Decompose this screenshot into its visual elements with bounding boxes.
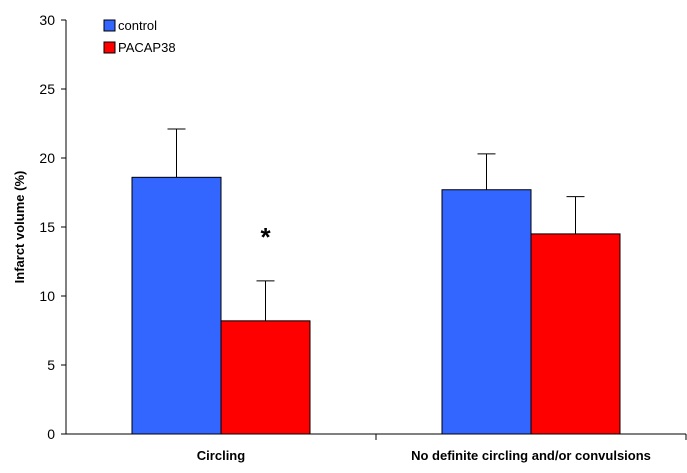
legend-swatch-pacap38	[103, 41, 116, 54]
y-tick-label: 15	[39, 219, 55, 235]
y-tick-label: 0	[47, 426, 55, 442]
y-axis-label: Infarct volume (%)	[12, 171, 27, 284]
axes-layer: 0 5 10 15 20 25 30 Infarct volume (%) Circling No…	[12, 12, 687, 463]
bar-control	[131, 176, 222, 435]
legend: control PACAP38	[103, 18, 176, 55]
bar-pacap38	[220, 320, 311, 435]
legend-label-control: control	[118, 18, 157, 33]
bar-pacap38	[530, 233, 621, 435]
x-category-label: Circling	[197, 448, 245, 463]
y-tick-label: 20	[39, 150, 55, 166]
legend-swatch-control	[103, 19, 116, 32]
y-tick-label: 30	[39, 12, 55, 28]
y-tick-label: 10	[39, 288, 55, 304]
significance-star: *	[260, 222, 271, 252]
y-tick-label: 5	[47, 357, 55, 373]
bars-layer: *	[131, 128, 621, 435]
bar-control	[441, 189, 532, 435]
y-tick-label: 25	[39, 81, 55, 97]
x-category-label: No definite circling and/or convulsions	[411, 448, 651, 463]
legend-label-pacap38: PACAP38	[118, 40, 176, 55]
